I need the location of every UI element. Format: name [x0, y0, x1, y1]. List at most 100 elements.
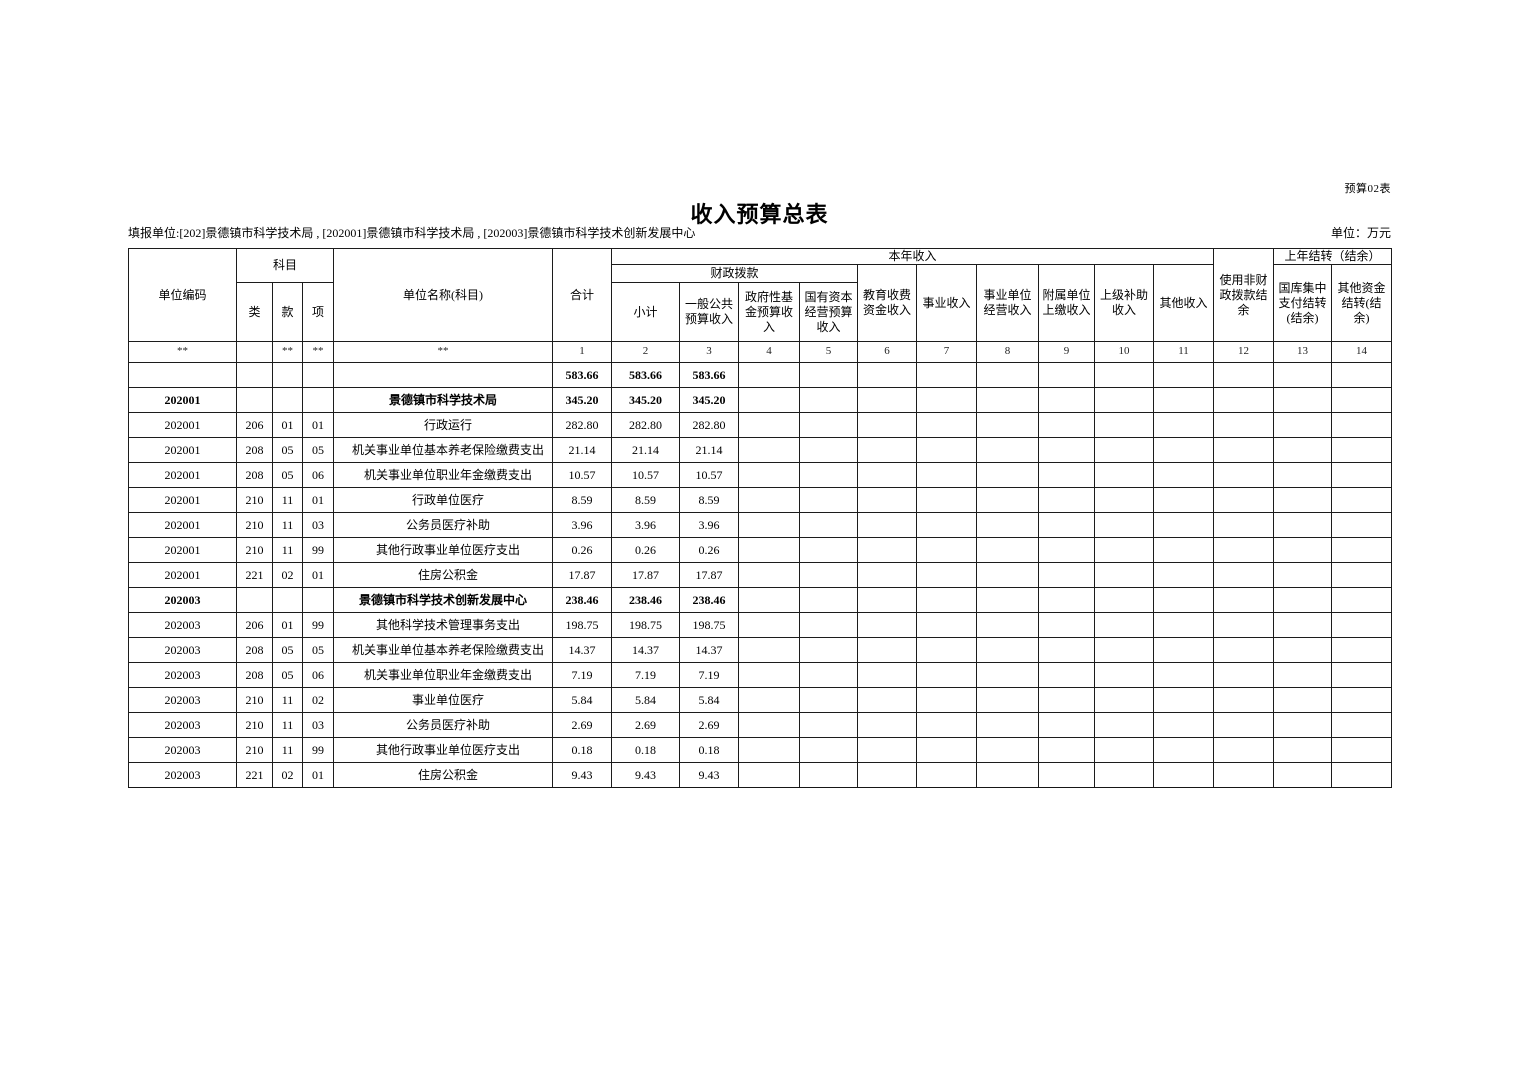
cell-value: 14.37 — [611, 637, 680, 663]
cell-value — [1331, 487, 1393, 513]
cell-value — [916, 462, 977, 488]
col-header-affiliated-remitted-income: 附属单位上缴收入 — [1038, 264, 1095, 342]
cell-subject-section: 05 — [272, 662, 303, 688]
cell-subject-item: 01 — [302, 562, 334, 588]
cell-value — [857, 562, 917, 588]
cell-unit-name: 机关事业单位基本养老保险缴费支出 — [333, 437, 553, 463]
col-index: ** — [272, 341, 303, 363]
cell-value — [799, 712, 858, 738]
cell-subject-class: 221 — [236, 762, 273, 788]
cell-value: 583.66 — [611, 362, 680, 388]
table-row: 202003 景德镇市科学技术创新发展中心 238.46 238.46 238.46 — [128, 587, 1393, 613]
cell-value — [1094, 712, 1154, 738]
unit-note: 单位：万元 — [1330, 226, 1391, 240]
cell-value — [1273, 637, 1333, 663]
cell-subject-section: 01 — [272, 612, 303, 638]
cell-value: 7.19 — [552, 662, 612, 688]
col-header-unit-name: 单位名称(科目) — [333, 248, 553, 342]
cell-subject-item: 06 — [302, 662, 334, 688]
cell-value: 3.96 — [679, 512, 739, 538]
col-index — [236, 341, 273, 363]
cell-value — [916, 512, 977, 538]
cell-subject-class: 210 — [236, 687, 273, 713]
cell-value — [738, 662, 800, 688]
cell-value — [976, 437, 1039, 463]
cell-value — [1038, 537, 1095, 563]
cell-value: 282.80 — [552, 412, 612, 438]
cell-value — [1152, 687, 1215, 713]
cell-unit-code: 202003 — [128, 712, 237, 738]
cell-value: 345.20 — [679, 387, 739, 413]
cell-value — [857, 762, 917, 788]
cell-value — [976, 462, 1039, 488]
cell-value — [1273, 762, 1333, 788]
cell-value: 9.43 — [679, 762, 739, 788]
cell-value: 238.46 — [552, 587, 612, 613]
cell-value — [1273, 612, 1333, 638]
cell-unit-name — [333, 362, 553, 388]
col-index: 3 — [679, 341, 739, 363]
cell-value — [857, 437, 917, 463]
cell-value — [1331, 462, 1393, 488]
cell-value — [1152, 537, 1215, 563]
col-header-fiscal-appropriation: 财政拨款 — [611, 264, 858, 283]
cell-value — [1213, 512, 1275, 538]
cell-value: 3.96 — [611, 512, 680, 538]
col-header-other-income: 其他收入 — [1152, 264, 1215, 342]
cell-value: 238.46 — [611, 587, 680, 613]
cell-subject-item: 99 — [302, 537, 334, 563]
cell-value: 9.43 — [552, 762, 612, 788]
cell-value — [1152, 562, 1215, 588]
meta-row: 填报单位:[202]景德镇市科学技术局 , [202001]景德镇市科学技术局 … — [128, 224, 1391, 241]
cell-subject-section: 05 — [272, 462, 303, 488]
cell-value — [976, 662, 1039, 688]
cell-subject-class: 208 — [236, 437, 273, 463]
cell-value — [916, 712, 977, 738]
cell-value — [1038, 637, 1095, 663]
cell-value: 2.69 — [552, 712, 612, 738]
cell-value — [857, 387, 917, 413]
cell-value: 17.87 — [552, 562, 612, 588]
cell-unit-code: 202003 — [128, 612, 237, 638]
cell-value — [1152, 612, 1215, 638]
cell-value — [1038, 437, 1095, 463]
cell-subject-item: 03 — [302, 712, 334, 738]
cell-value — [1152, 437, 1215, 463]
cell-subject-item: 01 — [302, 412, 334, 438]
cell-unit-code: 202001 — [128, 437, 237, 463]
cell-value — [1273, 537, 1333, 563]
cell-value — [1273, 587, 1333, 613]
col-header-treasury-centralized-carryover: 国库集中支付结转(结余) — [1273, 264, 1333, 342]
cell-value — [1094, 412, 1154, 438]
cell-unit-name: 行政单位医疗 — [333, 487, 553, 513]
cell-value — [1094, 737, 1154, 763]
cell-value: 583.66 — [679, 362, 739, 388]
cell-unit-code: 202001 — [128, 412, 237, 438]
cell-value — [976, 512, 1039, 538]
cell-value — [799, 662, 858, 688]
col-index: 8 — [976, 341, 1039, 363]
cell-value — [1213, 462, 1275, 488]
cell-value: 0.18 — [679, 737, 739, 763]
col-index: 2 — [611, 341, 680, 363]
cell-unit-code: 202003 — [128, 662, 237, 688]
cell-value: 238.46 — [679, 587, 739, 613]
cell-unit-name: 景德镇市科学技术创新发展中心 — [333, 587, 553, 613]
cell-value — [799, 462, 858, 488]
table-row: 583.66 583.66 583.66 — [128, 362, 1393, 388]
cell-value — [738, 412, 800, 438]
cell-value — [738, 362, 800, 388]
cell-value — [857, 487, 917, 513]
cell-value — [1038, 762, 1095, 788]
cell-value: 14.37 — [552, 637, 612, 663]
cell-value — [1213, 537, 1275, 563]
cell-subject-section: 02 — [272, 562, 303, 588]
cell-value — [1152, 462, 1215, 488]
cell-value — [1213, 712, 1275, 738]
cell-unit-code: 202003 — [128, 762, 237, 788]
table-row: 202001 210 11 01 行政单位医疗 8.59 8.59 8.59 — [128, 487, 1393, 513]
cell-value — [799, 587, 858, 613]
cell-subject-section: 11 — [272, 487, 303, 513]
cell-value — [1331, 712, 1393, 738]
cell-value — [857, 687, 917, 713]
